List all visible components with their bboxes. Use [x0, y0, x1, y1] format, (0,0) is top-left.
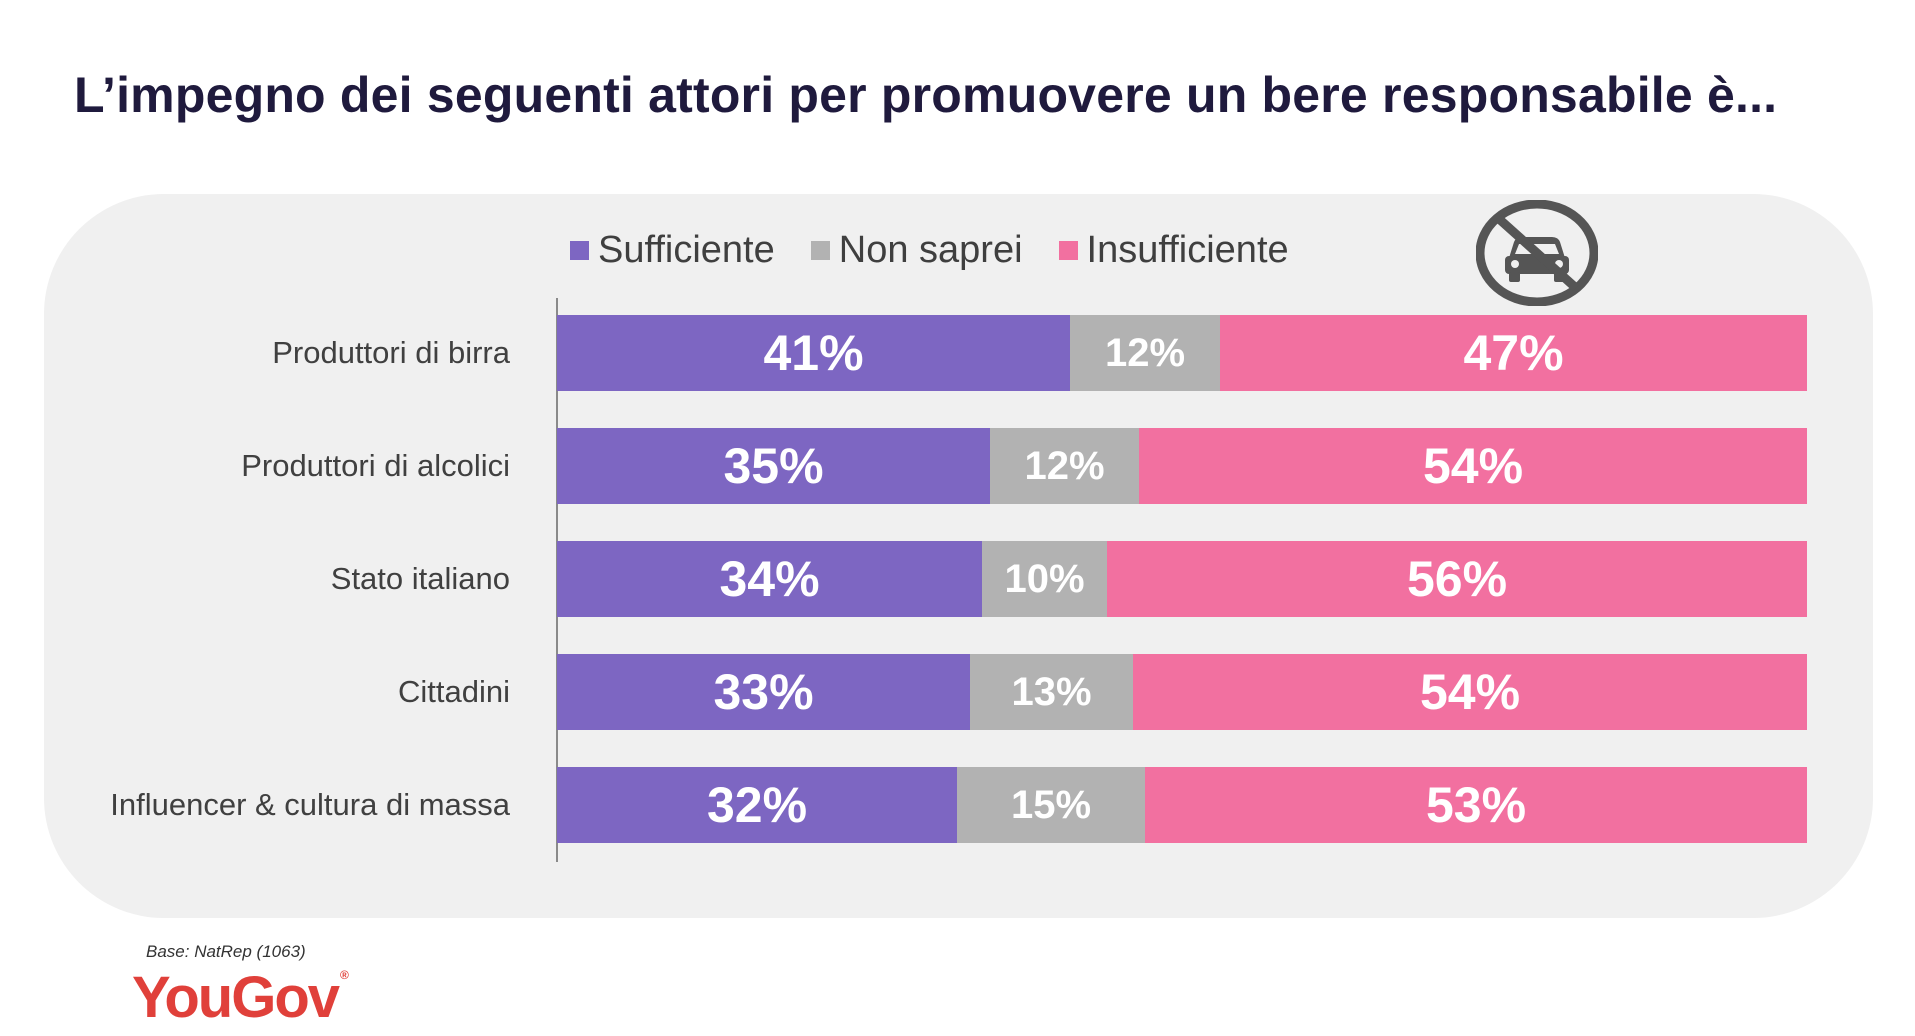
- logo-text: YouGov: [132, 965, 340, 1030]
- data-label: 47%: [1463, 325, 1564, 381]
- bar-segment-non-saprei: 12%: [1070, 315, 1220, 391]
- bar-row: 41% 12% 47%: [557, 315, 1807, 391]
- bar-segment-non-saprei: 10%: [982, 541, 1107, 617]
- legend-item-non-saprei: Non saprei: [810, 228, 1023, 272]
- legend-item-sufficiente: Sufficiente: [570, 229, 775, 272]
- bar-segment-sufficiente: 33%: [557, 654, 970, 730]
- data-label: 12%: [1104, 330, 1186, 375]
- data-label: 56%: [1406, 551, 1508, 607]
- data-label: 13%: [1011, 669, 1092, 714]
- bar-segment-insufficiente: 47%: [1220, 315, 1807, 391]
- bar-segment-insufficiente: 53%: [1145, 767, 1807, 843]
- legend-swatch-non-saprei: [810, 240, 830, 260]
- bar-segment-non-saprei: 12%: [990, 428, 1139, 504]
- legend-item-insufficiente: Insufficiente: [1058, 228, 1289, 272]
- data-label: 54%: [1422, 438, 1524, 494]
- bar-segment-insufficiente: 56%: [1107, 541, 1807, 617]
- bar-row: 33% 13% 54%: [557, 654, 1807, 730]
- category-label: Influencer & cultura di massa: [110, 787, 510, 822]
- data-label: 53%: [1425, 777, 1527, 833]
- bar-segment-insufficiente: 54%: [1133, 654, 1807, 730]
- data-label: 33%: [713, 664, 814, 720]
- base-note: Base: NatRep (1063): [146, 942, 306, 961]
- bar-segment-non-saprei: 13%: [970, 654, 1133, 730]
- no-drunk-driving-icon: [1476, 200, 1598, 306]
- legend-label-non-saprei: Non saprei: [838, 228, 1023, 271]
- bar-row: 34% 10% 56%: [557, 541, 1807, 617]
- registered-mark: ®: [340, 968, 349, 982]
- data-label: 41%: [763, 325, 864, 381]
- data-label: 10%: [1004, 556, 1085, 601]
- yougov-logo: YouGov ®: [132, 964, 349, 1031]
- bar-row: 35% 12% 54%: [557, 428, 1807, 504]
- legend-label-insufficiente: Insufficiente: [1086, 228, 1289, 271]
- legend-label-sufficiente: Sufficiente: [598, 228, 775, 271]
- category-label: Stato italiano: [330, 561, 510, 596]
- data-label: 12%: [1024, 443, 1105, 488]
- bar-segment-sufficiente: 41%: [557, 315, 1070, 391]
- data-label: 54%: [1419, 664, 1521, 720]
- legend-swatch-insufficiente: [1058, 240, 1078, 260]
- category-label: Produttori di birra: [272, 335, 510, 370]
- data-label: 35%: [723, 438, 824, 494]
- chart-legend: Sufficiente Non saprei Insufficiente: [570, 225, 1325, 275]
- bar-segment-sufficiente: 34%: [557, 541, 982, 617]
- bar-segment-sufficiente: 32%: [557, 767, 957, 843]
- page-title: L’impegno dei seguenti attori per promuo…: [74, 67, 1778, 123]
- category-label: Produttori di alcolici: [241, 448, 510, 483]
- category-label: Cittadini: [398, 674, 510, 709]
- bar-segment-sufficiente: 35%: [557, 428, 990, 504]
- legend-swatch-sufficiente: [570, 240, 589, 260]
- data-label: 34%: [719, 551, 820, 607]
- data-label: 15%: [1010, 782, 1092, 827]
- data-label: 32%: [706, 777, 808, 833]
- bar-row: 32% 15% 53%: [557, 767, 1807, 843]
- bar-segment-insufficiente: 54%: [1139, 428, 1807, 504]
- bar-segment-non-saprei: 15%: [957, 767, 1145, 843]
